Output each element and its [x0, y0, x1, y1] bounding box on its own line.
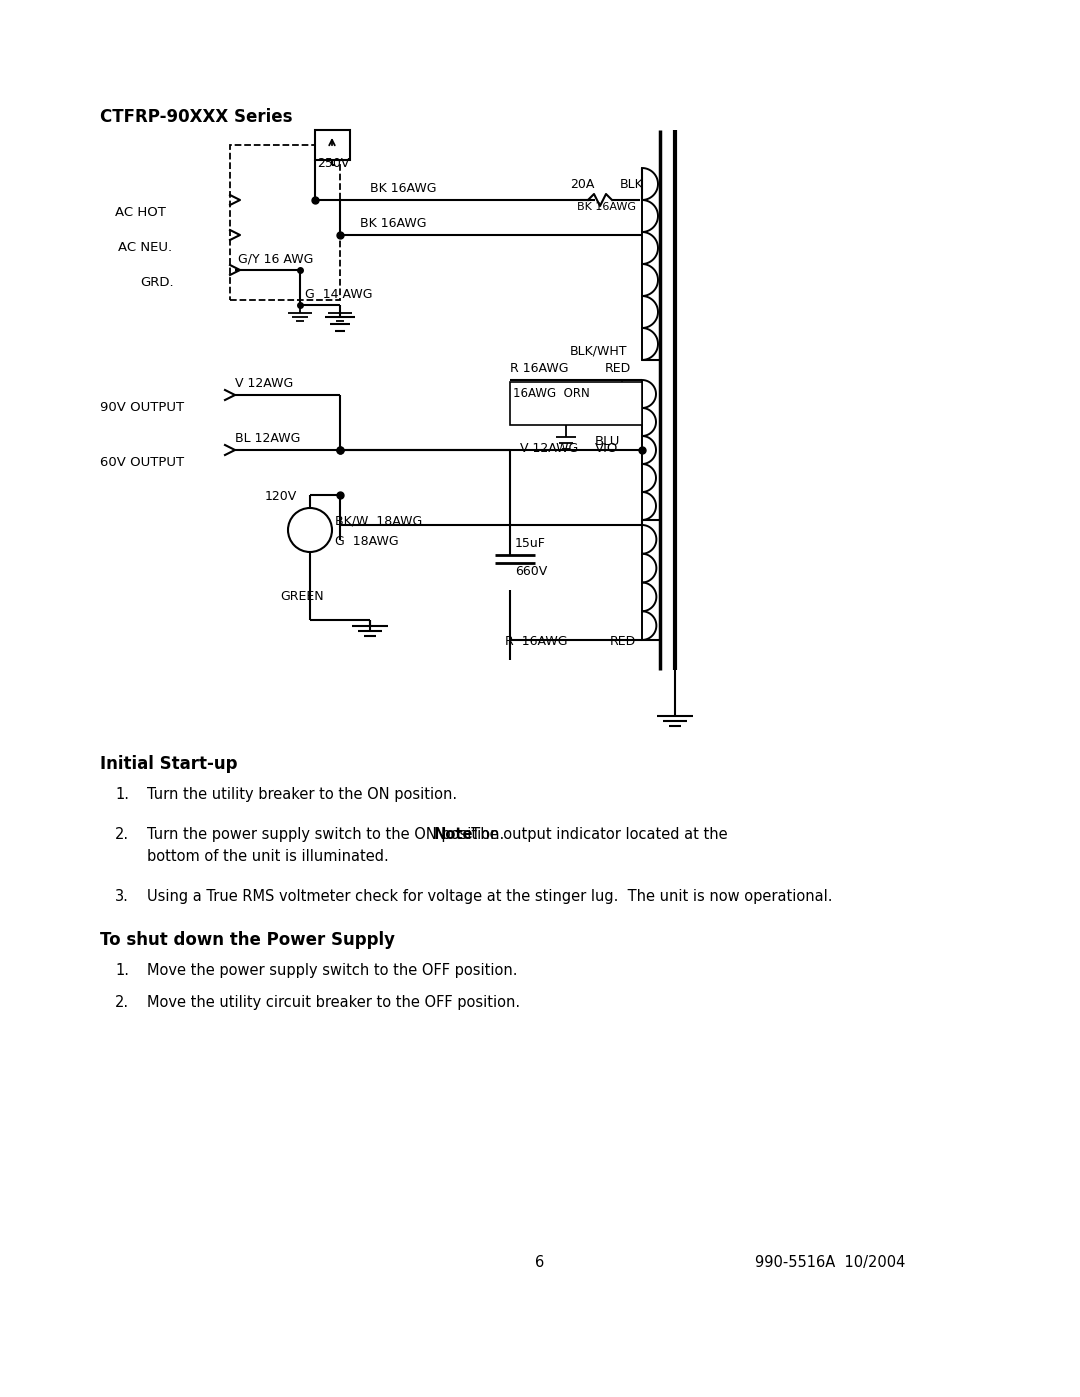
Text: 2.: 2. [114, 827, 130, 842]
Text: BL 12AWG: BL 12AWG [235, 432, 300, 446]
Text: 2.: 2. [114, 995, 130, 1010]
Text: CTFRP-90XXX Series: CTFRP-90XXX Series [100, 108, 293, 126]
Text: G/Y 16 AWG: G/Y 16 AWG [238, 251, 313, 265]
Text: Move the utility circuit breaker to the OFF position.: Move the utility circuit breaker to the … [147, 995, 521, 1010]
Text: GREEN: GREEN [280, 590, 324, 604]
Text: BK 16AWG: BK 16AWG [577, 203, 636, 212]
Text: R 16AWG: R 16AWG [510, 362, 568, 374]
Text: G  18AWG: G 18AWG [335, 535, 399, 548]
Text: V 12AWG: V 12AWG [519, 441, 578, 455]
Text: 120V: 120V [265, 490, 297, 503]
Text: BLU: BLU [595, 434, 620, 448]
Text: 660V: 660V [515, 564, 548, 578]
Text: :  The output indicator located at the: : The output indicator located at the [457, 827, 728, 842]
Text: 1.: 1. [114, 787, 129, 802]
Text: 90V OUTPUT: 90V OUTPUT [100, 401, 184, 414]
Bar [315, 130, 350, 161]
Text: 990-5516A  10/2004: 990-5516A 10/2004 [755, 1255, 905, 1270]
Text: 250V: 250V [318, 156, 349, 170]
Text: BK 16AWG: BK 16AWG [360, 217, 427, 231]
Text: 3.: 3. [114, 888, 129, 904]
Text: V 12AWG: V 12AWG [235, 377, 294, 390]
Text: R  16AWG: R 16AWG [505, 636, 567, 648]
Text: 6: 6 [536, 1255, 544, 1270]
Text: 20A: 20A [570, 177, 594, 191]
Text: Initial Start-up: Initial Start-up [100, 754, 238, 773]
Bar [230, 145, 340, 300]
Text: RED: RED [610, 636, 636, 648]
Text: VIO: VIO [595, 441, 619, 455]
Text: G  14 AWG: G 14 AWG [305, 288, 373, 300]
Text: 15uF: 15uF [515, 536, 545, 550]
Text: BK/W  18AWG: BK/W 18AWG [335, 515, 422, 528]
Text: Note: Note [434, 827, 473, 842]
Text: bottom of the unit is illuminated.: bottom of the unit is illuminated. [147, 849, 389, 863]
Text: BLK/WHT: BLK/WHT [570, 345, 627, 358]
Text: 16AWG  ORN: 16AWG ORN [513, 387, 590, 400]
Text: GRD.: GRD. [140, 277, 174, 289]
Text: AC HOT: AC HOT [114, 205, 166, 219]
Text: Turn the power supply switch to the ON position.: Turn the power supply switch to the ON p… [147, 827, 509, 842]
Text: Turn the utility breaker to the ON position.: Turn the utility breaker to the ON posit… [147, 787, 457, 802]
Text: BK 16AWG: BK 16AWG [370, 182, 436, 196]
Text: 1.: 1. [114, 963, 129, 978]
Text: To shut down the Power Supply: To shut down the Power Supply [100, 930, 395, 949]
Text: Using a True RMS voltmeter check for voltage at the stinger lug.  The unit is no: Using a True RMS voltmeter check for vol… [147, 888, 833, 904]
Text: BLK: BLK [620, 177, 644, 191]
Bar [510, 381, 642, 425]
Text: Move the power supply switch to the OFF position.: Move the power supply switch to the OFF … [147, 963, 517, 978]
Text: RED: RED [605, 362, 631, 374]
Text: AC NEU.: AC NEU. [118, 242, 172, 254]
Text: 60V OUTPUT: 60V OUTPUT [100, 455, 184, 469]
